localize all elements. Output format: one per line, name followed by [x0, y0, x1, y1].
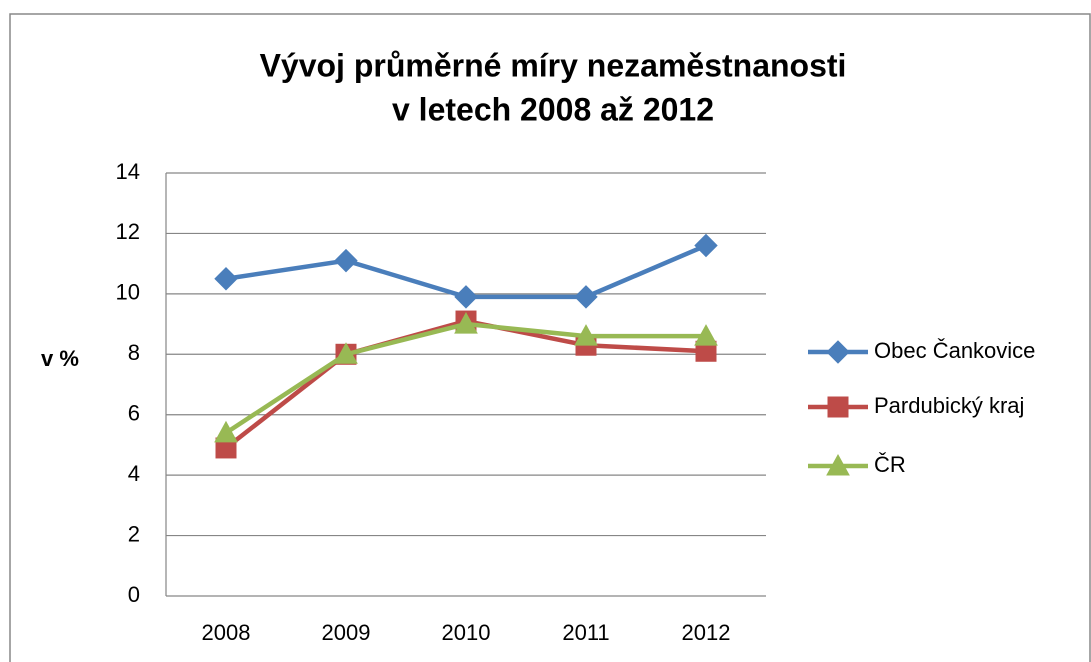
legend-label: ČR — [874, 452, 906, 477]
y-tick-label: 6 — [128, 401, 140, 426]
chart-title: Vývoj průměrné míry nezaměstnanosti — [260, 47, 847, 83]
marker — [454, 312, 478, 334]
x-tick-label: 2011 — [562, 620, 609, 645]
marker — [826, 453, 850, 476]
x-tick-label: 2012 — [682, 620, 731, 645]
marker — [574, 285, 598, 309]
marker — [214, 267, 238, 291]
x-tick-label: 2008 — [202, 620, 251, 645]
y-tick-label: 0 — [128, 582, 140, 607]
marker — [574, 324, 598, 346]
marker — [826, 340, 850, 364]
marker — [214, 420, 238, 443]
legend-label: Pardubický kraj — [874, 393, 1024, 418]
marker — [827, 396, 849, 418]
chart-title: v letech 2008 až 2012 — [392, 91, 714, 127]
y-tick-label: 10 — [116, 280, 140, 305]
y-tick-label: 12 — [116, 219, 140, 244]
y-tick-label: 8 — [128, 340, 140, 365]
y-tick-label: 4 — [128, 461, 140, 486]
marker — [694, 324, 718, 346]
x-tick-label: 2010 — [442, 620, 491, 645]
marker — [454, 285, 478, 309]
y-tick-label: 2 — [128, 521, 140, 546]
marker — [334, 342, 358, 364]
y-tick-label: 14 — [116, 159, 140, 184]
marker — [334, 248, 358, 273]
marker — [694, 233, 718, 258]
x-tick-label: 2009 — [322, 620, 371, 645]
y-axis-label: v % — [41, 346, 79, 371]
legend-label: Obec Čankovice — [874, 338, 1035, 363]
